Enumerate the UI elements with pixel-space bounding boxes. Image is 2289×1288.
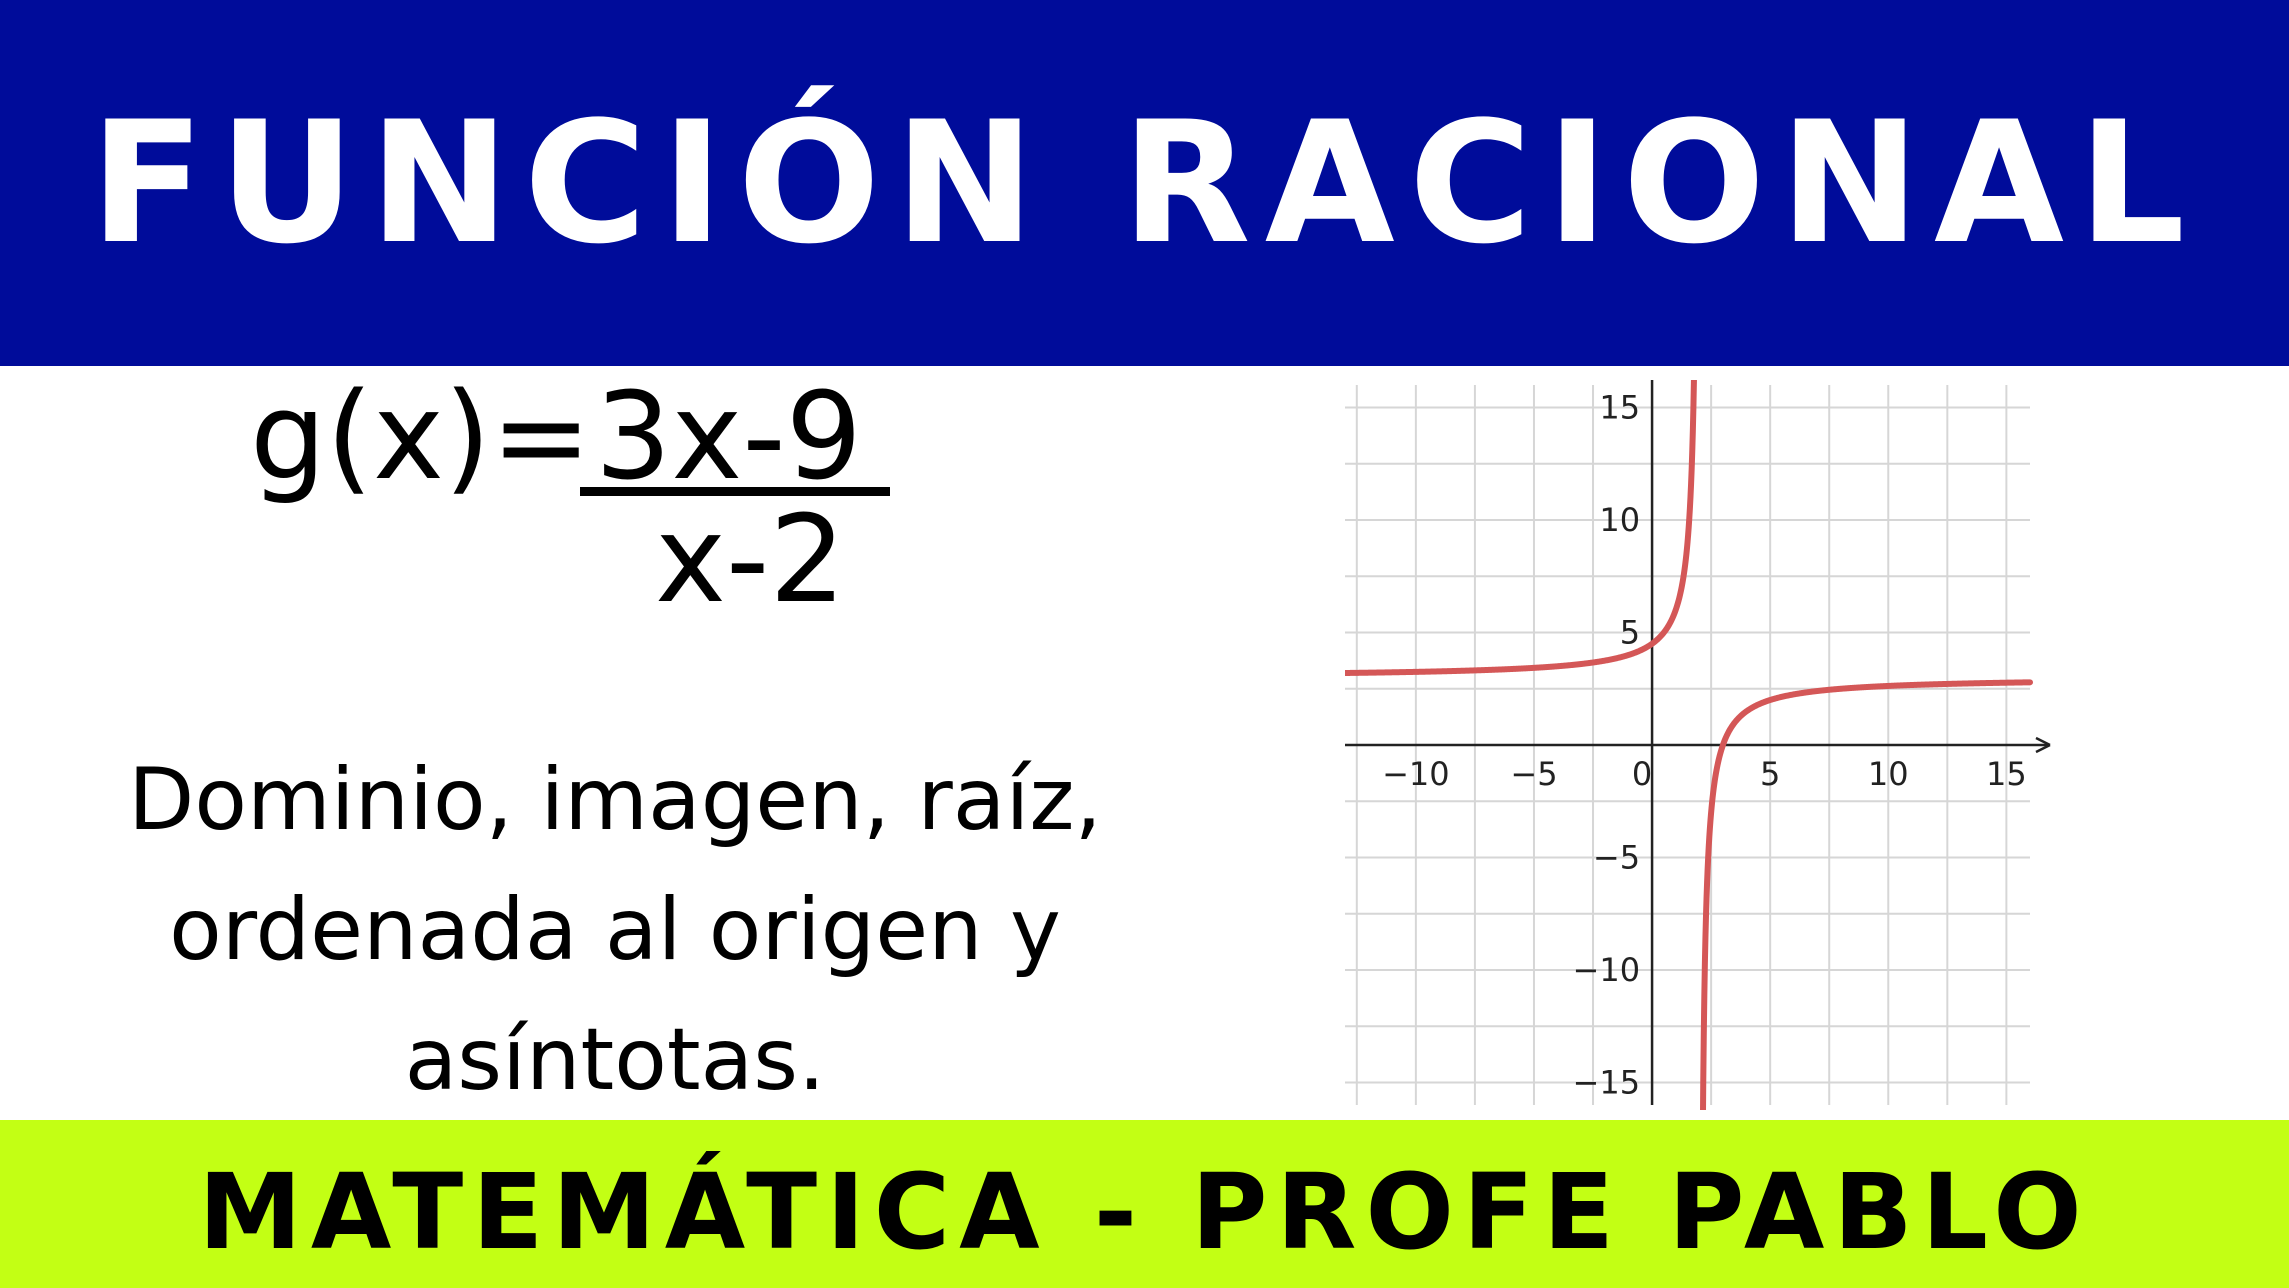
page-title: FUNCIÓN RACIONAL [89, 85, 2200, 281]
y-tick-label: 15 [1599, 389, 1640, 427]
y-tick-label: 5 [1620, 614, 1640, 652]
footer-title: MATEMÁTICA - PROFE PABLO [198, 1151, 2091, 1273]
description-line: ordenada al origen y [169, 880, 1061, 980]
y-tick-label: −5 [1593, 839, 1640, 877]
function-graph: −10 −5 0 5 10 15 15 10 5 −5 −10 −15 [1345, 380, 2051, 1110]
x-tick-label: −5 [1510, 755, 1557, 793]
formula-numerator: 3x-9 [595, 368, 863, 507]
header-banner [0, 0, 2289, 366]
fraction-bar [580, 487, 890, 496]
x-tick-label: 10 [1868, 755, 1909, 793]
y-tick-label: −10 [1573, 951, 1641, 989]
curve-right-branch [1700, 679, 2033, 1110]
formula-denominator: x-2 [655, 491, 846, 630]
footer-banner [0, 1120, 2289, 1288]
curve-left-branch [1345, 380, 1697, 676]
formula-lhs: g(x)= [250, 368, 592, 507]
y-tick-label: −15 [1573, 1064, 1641, 1102]
y-tick-label: 10 [1599, 501, 1640, 539]
description: Dominio, imagen, raíz, ordenada al orige… [100, 735, 1130, 1125]
x-axis-arrow [2035, 736, 2051, 754]
x-tick-label: 5 [1760, 755, 1780, 793]
x-tick-label: 0 [1632, 755, 1652, 793]
x-tick-label: −10 [1382, 755, 1450, 793]
description-line: Dominio, imagen, raíz, [128, 750, 1102, 850]
x-tick-label: 15 [1986, 755, 2027, 793]
description-line: asíntotas. [404, 1010, 826, 1110]
